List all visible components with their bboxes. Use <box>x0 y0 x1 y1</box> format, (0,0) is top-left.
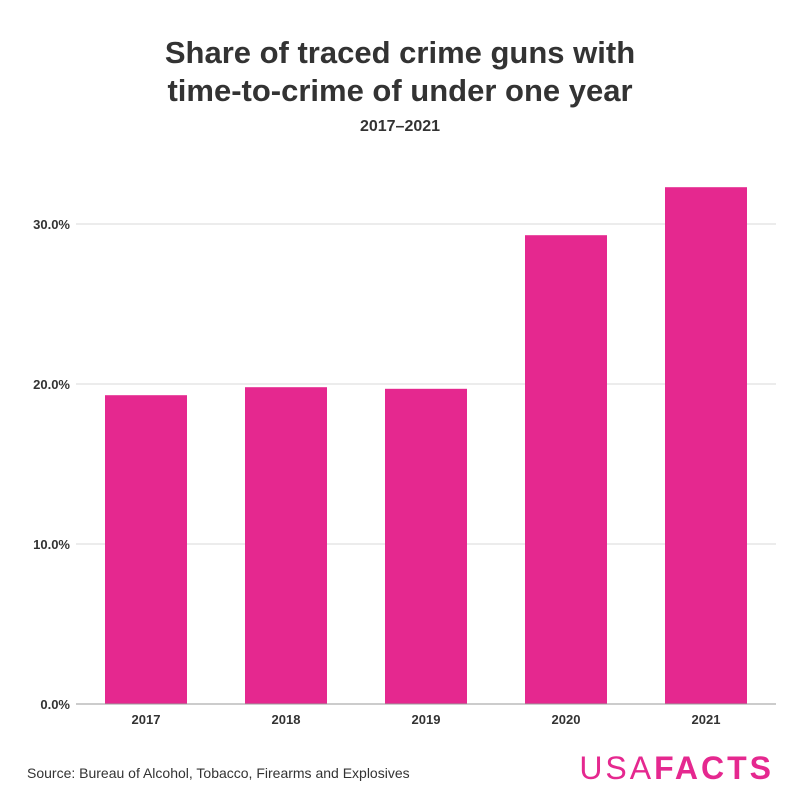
bar <box>525 235 607 704</box>
y-tick-label: 10.0% <box>33 537 70 552</box>
bar <box>385 388 467 704</box>
chart-subtitle: 2017–2021 <box>359 118 441 135</box>
source-note: Source: Bureau of Alcohol, Tobacco, Fire… <box>27 765 410 781</box>
bar <box>665 187 747 704</box>
x-tick-label: 2020 <box>552 712 581 727</box>
usafacts-logo: USAFACTS <box>579 750 774 786</box>
y-tick-label: 30.0% <box>33 217 70 232</box>
logo-facts: FACTS <box>654 750 774 786</box>
x-tick-label: 2017 <box>132 712 161 727</box>
y-tick-label: 0.0% <box>40 697 70 712</box>
x-tick-label: 2021 <box>692 712 721 727</box>
logo-usa: USA <box>579 750 655 786</box>
x-tick-label: 2018 <box>272 712 301 727</box>
y-tick-label: 20.0% <box>33 377 70 392</box>
bar <box>105 395 187 704</box>
bar <box>245 387 327 704</box>
x-tick-label: 2019 <box>412 712 441 727</box>
chart-title: Share of traced crime guns with time-to-… <box>164 35 636 108</box>
